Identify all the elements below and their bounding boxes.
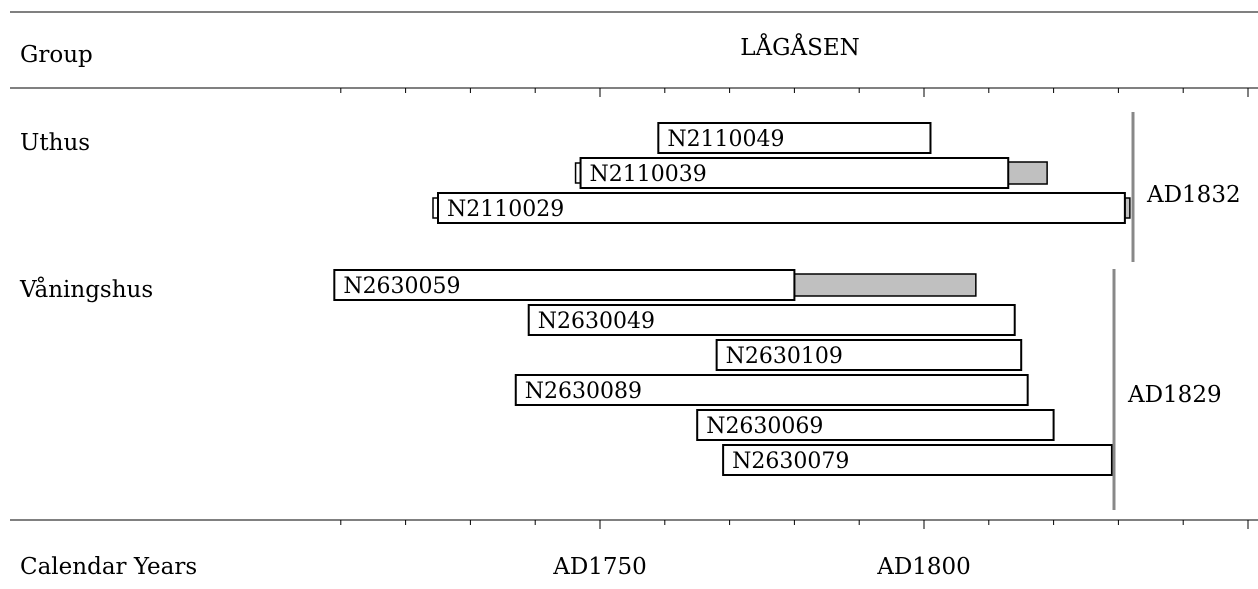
x-tick-label: AD1750 bbox=[552, 554, 647, 580]
tick-marks bbox=[340, 88, 1249, 529]
sample-bar bbox=[579, 157, 1010, 189]
sample-label: N2630089 bbox=[525, 379, 642, 404]
sample-bar bbox=[437, 192, 1126, 224]
group-column-header: Group bbox=[20, 42, 93, 68]
sample-label: N2630079 bbox=[732, 449, 849, 474]
sample-label: N2110029 bbox=[447, 197, 564, 222]
sample-label: N2630049 bbox=[538, 309, 655, 334]
felling-lines bbox=[1112, 112, 1135, 510]
sample-label: N2110049 bbox=[667, 127, 784, 152]
sample-bar bbox=[333, 269, 796, 301]
sample-label: N2630069 bbox=[706, 414, 823, 439]
site-title: LÅGÅSEN bbox=[740, 33, 860, 61]
sample-bar bbox=[514, 374, 1029, 406]
felling-date-label-uthus: AD1832 bbox=[1146, 182, 1241, 208]
sample-label: N2630059 bbox=[343, 274, 460, 299]
group-label-vaningshus: Våningshus bbox=[19, 276, 153, 303]
sample-bar bbox=[696, 409, 1055, 441]
sample-bar bbox=[715, 339, 1023, 371]
group-label-uthus: Uthus bbox=[20, 130, 90, 156]
felling-date-label-vaningshus: AD1829 bbox=[1127, 382, 1222, 408]
bars-layer: N2110049 N2110039 N2110029 N2630059 N2630049… bbox=[333, 122, 1131, 476]
sapwood-bar bbox=[793, 273, 977, 297]
x-tick-label: AD1800 bbox=[876, 554, 971, 580]
sample-bar bbox=[722, 444, 1113, 476]
sample-bar bbox=[657, 122, 932, 154]
sample-label: N2630109 bbox=[726, 344, 843, 369]
sample-bar bbox=[527, 304, 1016, 336]
x-axis-label: Calendar Years bbox=[20, 554, 197, 580]
sample-label: N2110039 bbox=[590, 162, 707, 187]
sapwood-bar bbox=[1007, 161, 1048, 185]
